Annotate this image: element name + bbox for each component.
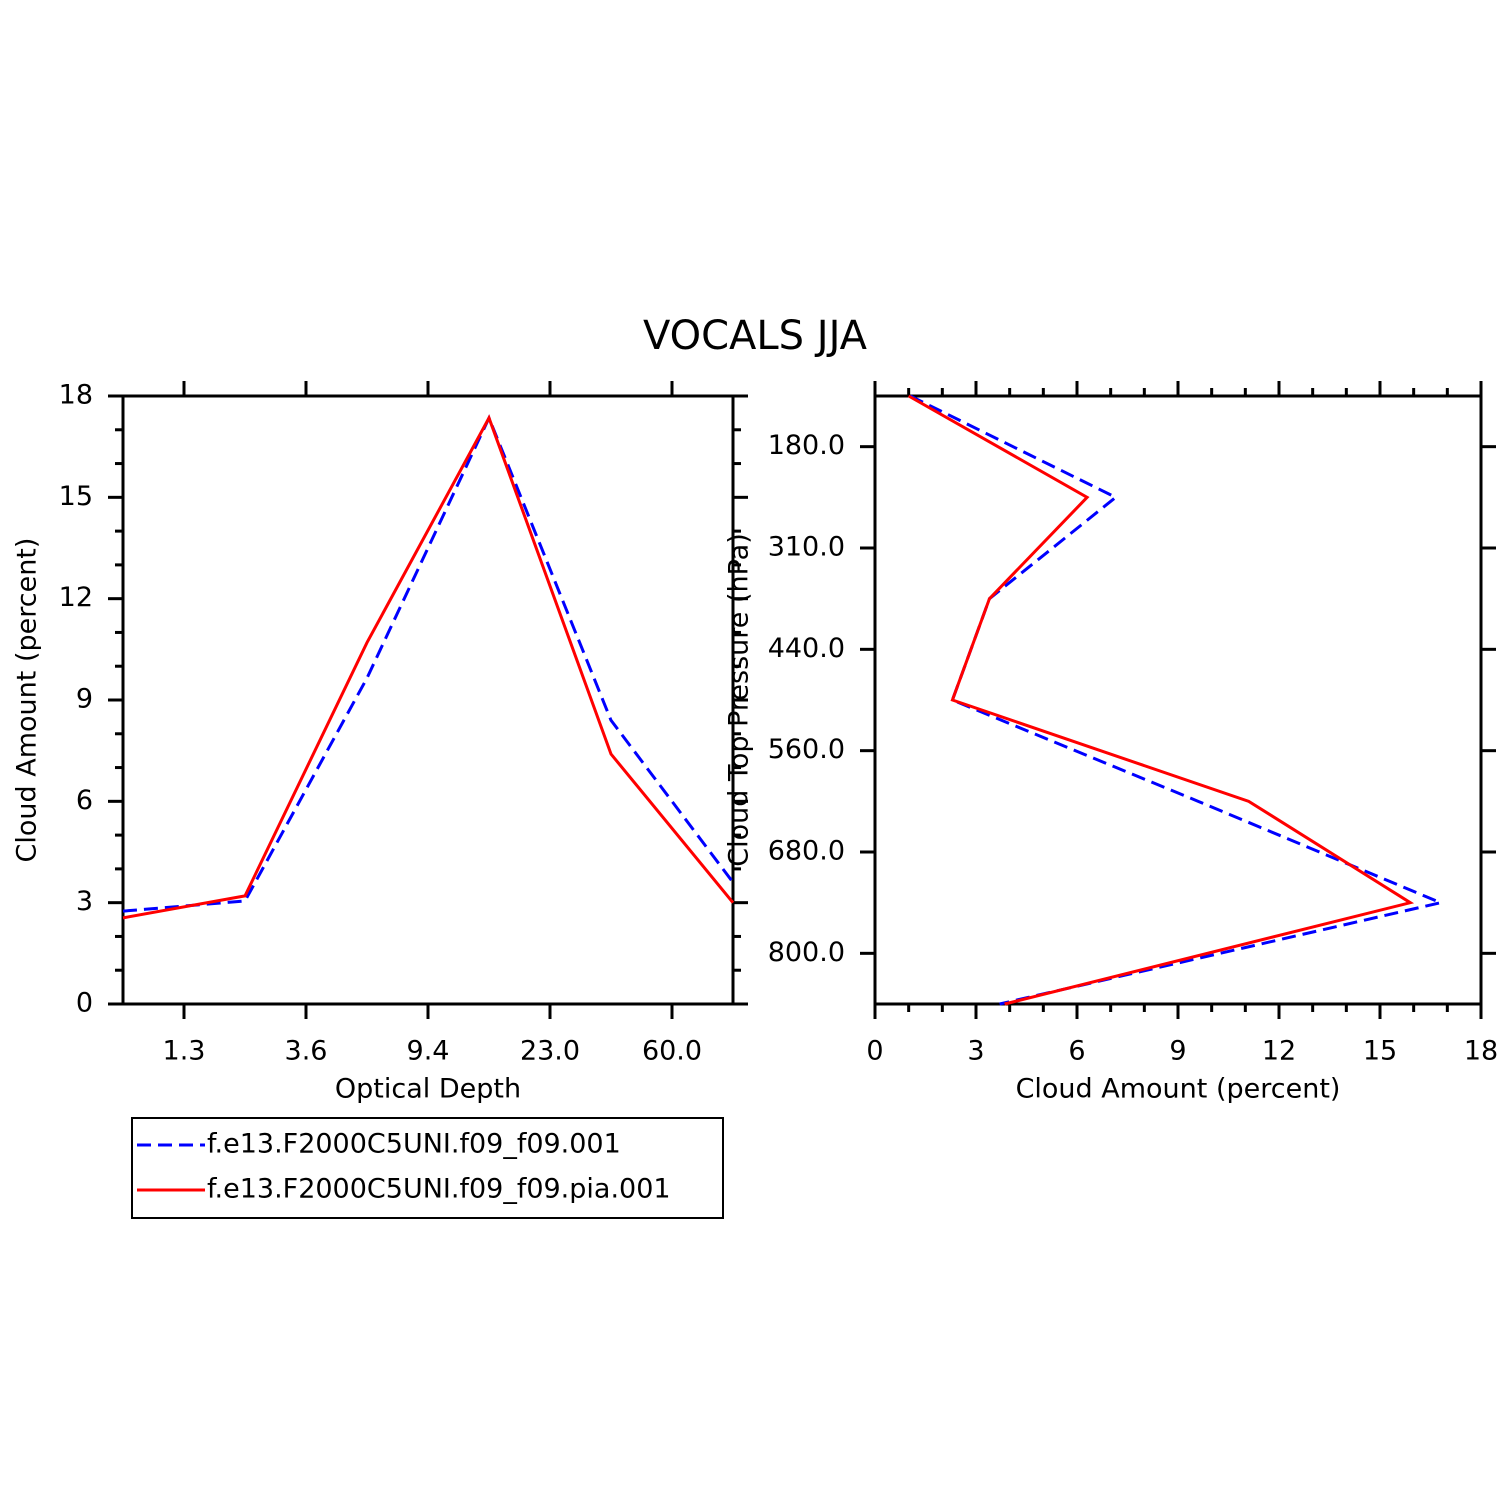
series-line (122, 414, 735, 913)
y-tick-label: 800.0 (768, 937, 845, 968)
x-tick-label: 18 (1464, 1036, 1498, 1067)
y-tick-label: 6 (76, 785, 93, 816)
y-tick-label: 3 (76, 886, 93, 917)
x-tick-label: 60.0 (642, 1036, 702, 1067)
y-tick-label: 180.0 (768, 430, 845, 461)
x-tick-label: 9 (1169, 1036, 1186, 1067)
y-tick-label: 560.0 (768, 734, 845, 765)
y-axis-label: Cloud Amount (percent) (12, 538, 43, 863)
x-tick-label: 0 (866, 1036, 883, 1067)
y-tick-label: 680.0 (768, 836, 845, 867)
x-tick-label: 12 (1262, 1036, 1296, 1067)
y-axis-label: Cloud Top Pressure (hPa) (724, 533, 755, 867)
x-tick-label: 1.3 (163, 1036, 206, 1067)
x-tick-label: 6 (1068, 1036, 1085, 1067)
y-tick-label: 0 (76, 988, 93, 1019)
x-axis-label: Optical Depth (335, 1074, 521, 1105)
x-axis-label: Cloud Amount (percent) (1016, 1074, 1341, 1105)
y-tick-label: 440.0 (768, 633, 845, 664)
x-tick-label: 9.4 (407, 1036, 450, 1067)
y-tick-label: 9 (76, 684, 93, 715)
plot-frame (121, 394, 735, 1006)
chart-title: VOCALS JJA (643, 313, 868, 359)
y-tick-label: 15 (59, 481, 93, 512)
y-tick-label: 12 (59, 582, 93, 613)
series-line (909, 394, 1446, 1006)
y-tick-label: 18 (59, 380, 93, 411)
series-line (907, 394, 1415, 1006)
legend-label: f.e13.F2000C5UNI.f09_f09.pia.001 (207, 1174, 671, 1205)
legend-box (131, 1117, 724, 1219)
x-tick-label: 3 (967, 1036, 984, 1067)
legend-label: f.e13.F2000C5UNI.f09_f09.001 (207, 1129, 621, 1160)
x-tick-label: 3.6 (285, 1036, 328, 1067)
y-tick-label: 310.0 (768, 532, 845, 563)
x-tick-label: 23.0 (520, 1036, 580, 1067)
series-line (122, 414, 735, 920)
x-tick-label: 15 (1363, 1036, 1397, 1067)
